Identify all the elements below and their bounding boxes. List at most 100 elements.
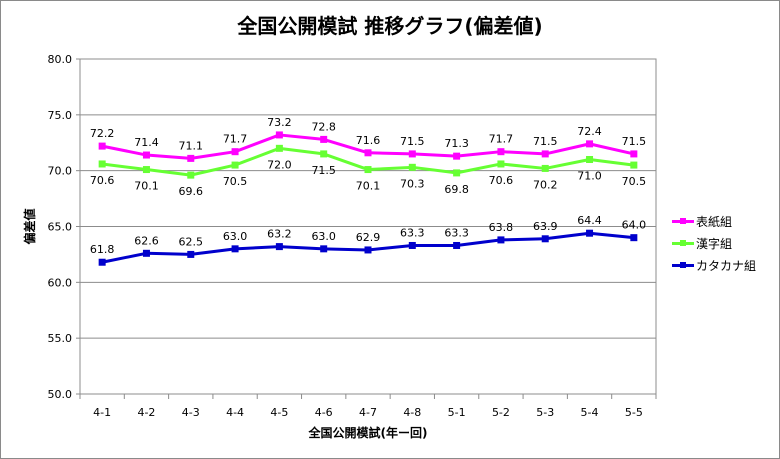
data-point xyxy=(408,150,416,158)
y-tick-label: 80.0 xyxy=(48,53,73,66)
data-point xyxy=(275,131,283,139)
data-label: 70.6 xyxy=(489,174,514,187)
x-tick-label: 4-6 xyxy=(315,406,333,419)
data-point xyxy=(630,234,638,242)
data-label: 71.1 xyxy=(179,139,204,152)
y-tick-label: 65.0 xyxy=(48,221,73,234)
data-label: 63.8 xyxy=(489,221,514,234)
x-tick-label: 4-3 xyxy=(182,406,200,419)
data-label: 70.5 xyxy=(622,175,647,188)
legend: 表紙組漢字組カタカナ組 xyxy=(672,210,756,276)
data-point xyxy=(497,236,505,244)
data-point xyxy=(98,160,106,168)
data-label: 63.0 xyxy=(311,230,336,243)
data-label: 71.5 xyxy=(622,135,647,148)
x-tick-label: 4-4 xyxy=(226,406,244,419)
data-point xyxy=(630,161,638,169)
data-point xyxy=(275,243,283,251)
data-point xyxy=(453,152,461,160)
data-label: 63.9 xyxy=(533,220,558,233)
x-tick-label: 4-1 xyxy=(93,406,111,419)
data-point xyxy=(320,135,328,143)
data-point xyxy=(231,161,239,169)
data-point xyxy=(630,150,638,158)
data-point xyxy=(586,156,594,163)
data-point xyxy=(364,166,372,174)
legend-item: 表紙組 xyxy=(672,210,756,232)
data-label: 71.0 xyxy=(577,170,602,183)
data-point xyxy=(320,150,328,158)
data-label: 72.8 xyxy=(311,120,336,133)
data-point xyxy=(187,154,195,162)
y-tick-label: 60.0 xyxy=(48,276,73,289)
data-label: 70.3 xyxy=(400,177,425,190)
data-point xyxy=(586,140,594,148)
legend-swatch xyxy=(672,238,694,248)
legend-item: カタカナ組 xyxy=(672,254,756,276)
data-label: 62.6 xyxy=(134,234,159,247)
data-label: 71.7 xyxy=(489,133,514,146)
legend-swatch xyxy=(672,260,694,270)
x-tick-label: 5-3 xyxy=(536,406,554,419)
data-point xyxy=(497,148,505,156)
data-label: 70.1 xyxy=(356,180,381,193)
data-point xyxy=(453,241,461,249)
y-tick-label: 55.0 xyxy=(48,332,73,345)
x-tick-label: 4-5 xyxy=(270,406,288,419)
data-point xyxy=(142,249,150,257)
data-point xyxy=(408,241,416,249)
legend-swatch xyxy=(672,216,694,226)
data-label: 69.8 xyxy=(444,183,469,196)
legend-label: 表紙組 xyxy=(696,214,733,229)
data-label: 70.1 xyxy=(134,180,159,193)
data-label: 71.3 xyxy=(444,137,469,150)
data-point xyxy=(541,150,549,158)
data-label: 70.5 xyxy=(223,175,248,188)
data-label: 63.2 xyxy=(267,228,292,241)
legend-label: 漢字組 xyxy=(696,236,733,251)
data-point xyxy=(364,149,372,157)
x-tick-label: 5-4 xyxy=(581,406,599,419)
y-tick-label: 50.0 xyxy=(48,388,73,401)
data-point xyxy=(275,144,283,152)
data-point xyxy=(497,160,505,168)
data-label: 69.6 xyxy=(179,185,204,198)
data-label: 64.4 xyxy=(577,214,602,227)
data-point xyxy=(320,245,328,253)
x-tick-label: 5-2 xyxy=(492,406,510,419)
x-axis-label: 全国公開模試(年ー回) xyxy=(308,425,428,440)
data-label: 71.7 xyxy=(223,133,248,146)
data-label: 63.3 xyxy=(400,226,425,239)
data-point xyxy=(364,246,372,254)
data-point xyxy=(231,148,239,156)
data-point xyxy=(187,171,195,179)
data-label: 61.8 xyxy=(90,243,115,256)
data-point xyxy=(586,229,594,237)
legend-item: 漢字組 xyxy=(672,232,756,254)
data-point xyxy=(98,258,106,266)
data-label: 71.6 xyxy=(356,134,381,147)
x-tick-label: 4-8 xyxy=(403,406,421,419)
y-axis-label: 偏差値 xyxy=(22,208,37,244)
data-label: 71.4 xyxy=(134,136,159,149)
data-label: 64.0 xyxy=(622,219,647,232)
legend-label: カタカナ組 xyxy=(696,258,757,273)
data-label: 72.4 xyxy=(577,125,602,138)
data-label: 70.6 xyxy=(90,174,115,187)
data-point xyxy=(187,250,195,258)
data-point xyxy=(98,142,106,150)
data-label: 62.5 xyxy=(179,235,204,248)
x-tick-label: 4-7 xyxy=(359,406,377,419)
data-label: 70.2 xyxy=(533,178,558,191)
plot-area xyxy=(79,58,657,395)
data-point xyxy=(231,245,239,253)
x-tick-label: 4-2 xyxy=(137,406,155,419)
data-point xyxy=(408,163,416,171)
chart-title: 全国公開模試 推移グラフ(偏差値) xyxy=(237,14,543,38)
y-tick-label: 70.0 xyxy=(48,165,73,178)
data-point xyxy=(142,166,150,174)
data-label: 71.5 xyxy=(400,135,425,148)
data-label: 71.5 xyxy=(533,135,558,148)
